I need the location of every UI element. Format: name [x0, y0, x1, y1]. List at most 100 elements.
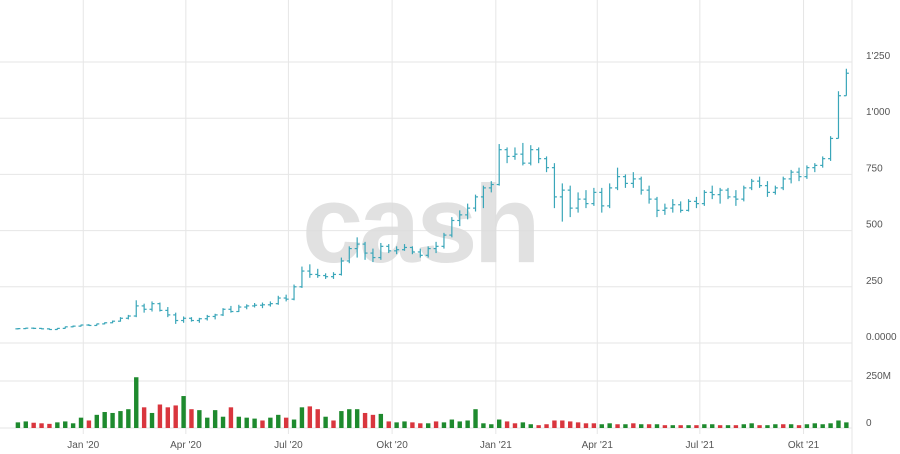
ohlc-bar	[133, 300, 139, 318]
volume-bar	[646, 424, 652, 428]
volume-bar	[307, 406, 313, 428]
ohlc-bar	[488, 181, 494, 193]
ohlc-bar	[220, 308, 226, 317]
volume-bar	[473, 409, 478, 428]
ohlc-bar	[599, 187, 605, 213]
volume-bar	[812, 423, 818, 428]
volume-bar	[331, 420, 336, 428]
ohlc-bar	[512, 147, 518, 160]
volume-bar	[788, 424, 794, 428]
volume-bar	[717, 425, 723, 428]
ohlc-bar	[31, 327, 37, 330]
volume-bar	[654, 424, 660, 428]
ohlc-bar	[212, 313, 218, 320]
ohlc-bar	[709, 185, 715, 200]
ohlc-bar	[465, 203, 471, 220]
volume-bar	[702, 424, 707, 428]
ohlc-bar	[457, 210, 463, 227]
volume-bar	[623, 424, 628, 428]
watermark-logo: cash	[302, 163, 537, 286]
ohlc-bar	[39, 327, 45, 330]
ohlc-bar	[646, 185, 652, 204]
volume-bar	[639, 424, 644, 428]
ohlc-bar	[504, 147, 510, 164]
ohlc-bar	[283, 294, 289, 302]
volume-bar	[568, 421, 573, 428]
ohlc-bar	[433, 241, 439, 254]
volume-bar	[757, 425, 762, 428]
ohlc-bar	[764, 181, 770, 197]
volume-bar	[765, 425, 770, 428]
volume-bar	[804, 424, 810, 428]
x-tick-label: Jul '20	[274, 440, 303, 451]
ohlc-bar	[622, 174, 628, 188]
volume-bar	[386, 421, 391, 428]
ohlc-bar	[615, 167, 621, 191]
volume-bar	[552, 420, 557, 428]
ohlc-bar	[23, 327, 29, 330]
volume-bar	[741, 424, 746, 428]
volume-bar	[197, 410, 202, 428]
price-tick-label: 250	[866, 276, 883, 287]
ohlc-bar	[78, 324, 84, 327]
volume-bar	[725, 425, 731, 428]
ohlc-bar	[125, 314, 131, 320]
ohlc-bar	[228, 305, 234, 313]
volume-bar	[47, 423, 52, 428]
volume-bar	[781, 424, 786, 428]
ohlc-bar	[267, 301, 273, 307]
ohlc-bar	[780, 176, 786, 191]
volume-bar	[252, 418, 257, 428]
ohlc-bar	[275, 295, 281, 305]
ohlc-bar	[567, 185, 573, 218]
ohlc-bar	[70, 325, 76, 328]
volume-bar	[536, 425, 541, 428]
volume-bar	[299, 407, 305, 428]
volume-bar	[512, 423, 518, 428]
volume-bar	[323, 416, 328, 428]
ohlc-bar	[528, 145, 534, 166]
volume-bar	[339, 411, 344, 428]
volume-bar	[15, 422, 21, 428]
ohlc-bar	[54, 327, 60, 331]
ohlc-bar	[15, 328, 21, 330]
ohlc-bar	[149, 301, 155, 312]
x-tick-label: Apr '21	[582, 440, 614, 451]
volume-bar	[354, 409, 360, 428]
price-tick-label: 750	[866, 163, 883, 174]
volume-bar	[410, 422, 415, 428]
x-axis: Jan '20 Apr '20 Jul '20 Okt '20 Jan '21 Apr '…	[67, 440, 819, 451]
volume-bar	[599, 424, 604, 428]
volume-bar	[276, 414, 281, 428]
ohlc-bar	[741, 185, 747, 202]
volume-tick-label: 0	[866, 418, 872, 429]
volume-bar	[836, 420, 841, 428]
ohlc-bar	[417, 248, 423, 258]
volume-bar	[528, 424, 533, 428]
volume-bar	[394, 422, 399, 428]
ohlc-bar	[362, 241, 368, 260]
ohlc-bar	[473, 194, 479, 212]
volume-bar	[378, 413, 384, 428]
ohlc-bar	[828, 136, 834, 161]
volume-bar	[94, 414, 99, 428]
volume-bar	[63, 421, 68, 428]
x-tick-label: Jan '20	[67, 440, 99, 451]
volume-bar	[141, 407, 147, 428]
ohlc-bar	[173, 312, 179, 324]
x-tick-label: Jan '21	[480, 440, 512, 451]
ohlc-bar	[496, 144, 502, 186]
volume-bar	[583, 423, 589, 428]
ohlc-bar	[110, 320, 116, 324]
ohlc-bar	[551, 163, 557, 209]
volume-bar	[173, 405, 178, 428]
price-tick-label: 0.0000	[866, 332, 897, 343]
volume-bar	[362, 412, 368, 428]
ohlc-bar	[370, 248, 376, 263]
volume-bar	[402, 421, 407, 428]
volume-bar	[244, 417, 249, 428]
ohlc-bar	[244, 304, 250, 310]
ohlc-bar	[354, 237, 360, 258]
volume-bar	[181, 396, 186, 428]
